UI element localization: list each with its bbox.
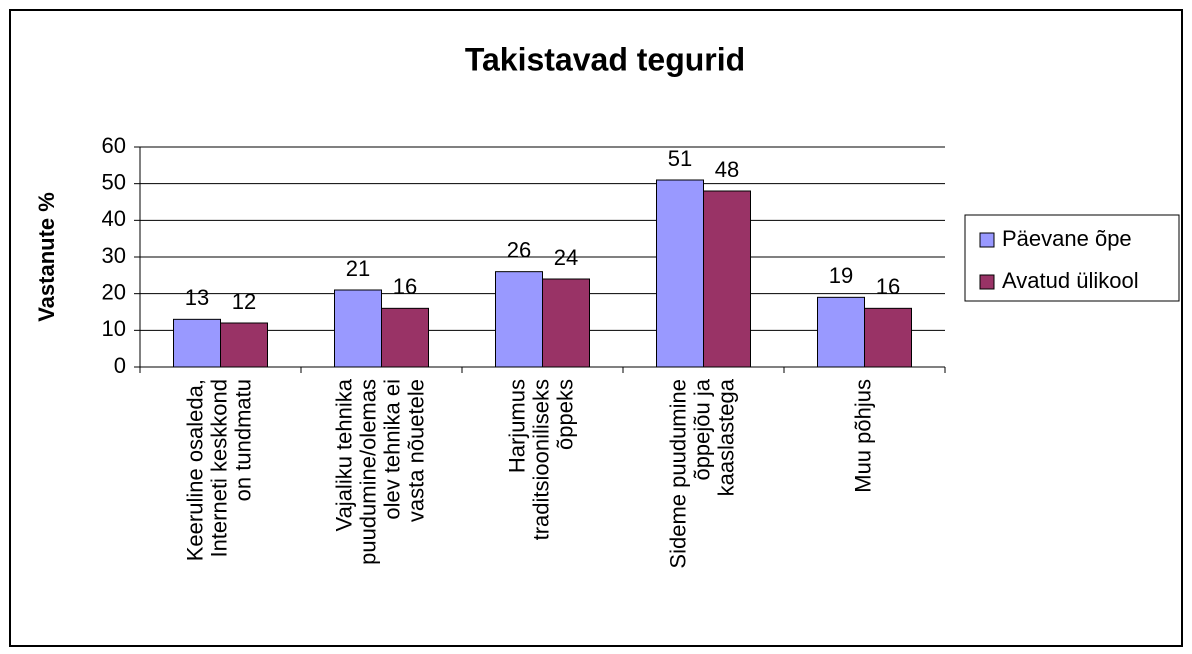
x-tick-label: kaaslastega [713,378,738,496]
bar [703,190,751,368]
bar [656,179,704,368]
x-tick-label: Sideme puudumine [665,379,690,569]
bar [542,278,590,368]
bar [381,307,429,368]
legend-label: Avatud ülikool [1002,268,1139,293]
x-tick-label: õppejõu ja [689,378,714,480]
y-tick-label: 0 [114,353,126,378]
x-tick-label: on tundmatu [230,379,255,501]
bar [220,322,268,368]
value-label: 24 [554,245,578,270]
x-tick-label: Vajaliku tehnika [331,378,356,531]
value-label: 19 [829,263,853,288]
legend [964,214,1180,302]
value-label: 48 [715,157,739,182]
y-tick-label: 30 [102,243,126,268]
x-tick-label: Keeruline osaleda, [182,379,207,561]
x-tick-label: Muu põhjus [850,379,875,493]
legend-swatch [979,232,995,248]
x-tick-label: Interneti keskkond [206,379,231,558]
x-tick-label: puudumine/olemas [355,379,380,565]
y-tick-label: 40 [102,206,126,231]
x-tick-label: Harjumus [504,379,529,473]
x-tick-label: vasta nõuetele [403,379,428,522]
y-tick-label: 10 [102,316,126,341]
value-label: 13 [185,285,209,310]
x-tick-label: õppeks [552,379,577,450]
legend-swatch [979,274,995,290]
chart-title: Takistavad tegurid [465,41,745,77]
value-label: 12 [232,289,256,314]
bar [173,318,221,368]
legend-label: Päevane õpe [1002,226,1132,251]
value-label: 21 [346,256,370,281]
bar [817,296,865,368]
bar [864,307,912,368]
y-tick-label: 20 [102,279,126,304]
x-tick-label: olev tehnika ei [379,379,404,520]
y-axis-label: Vastanute % [34,192,59,322]
x-tick-label: traditsiooniliseks [528,379,553,540]
y-tick-label: 50 [102,169,126,194]
bar [334,289,382,368]
value-label: 51 [668,146,692,171]
value-label: 16 [876,274,900,299]
value-label: 16 [393,274,417,299]
value-label: 26 [507,237,531,262]
y-tick-label: 60 [102,133,126,158]
bar [495,271,543,368]
